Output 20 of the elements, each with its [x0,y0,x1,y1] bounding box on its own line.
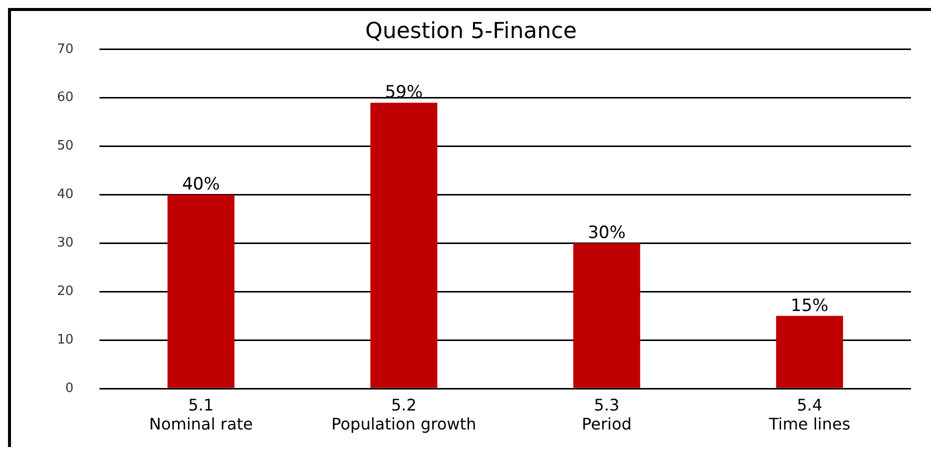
y-tick-label: 60 [56,90,74,106]
y-tick-label: 30 [56,236,74,251]
x-tick-label: 5.3 Period [582,395,632,434]
data-label: 40% [182,174,220,195]
x-tick-label: 5.2 Population growth [331,395,476,434]
y-tick-label: 70 [56,42,74,57]
y-tick-label: 40 [56,187,74,202]
bar [776,316,844,388]
y-tick-label: 0 [65,380,74,396]
bar [370,102,438,388]
chart-title: Question 5-Finance [365,18,577,44]
x-tick-label: 5.4 Time lines [768,395,850,434]
bar [168,194,234,388]
y-tick-label: 50 [56,138,74,154]
y-tick-label: 20 [56,284,74,300]
data-label: 30% [588,223,626,244]
data-label: 15% [790,296,828,316]
y-tick-label: 10 [56,332,74,348]
bar [573,243,640,388]
x-tick-label: 5.1 Nominal rate [149,395,253,434]
